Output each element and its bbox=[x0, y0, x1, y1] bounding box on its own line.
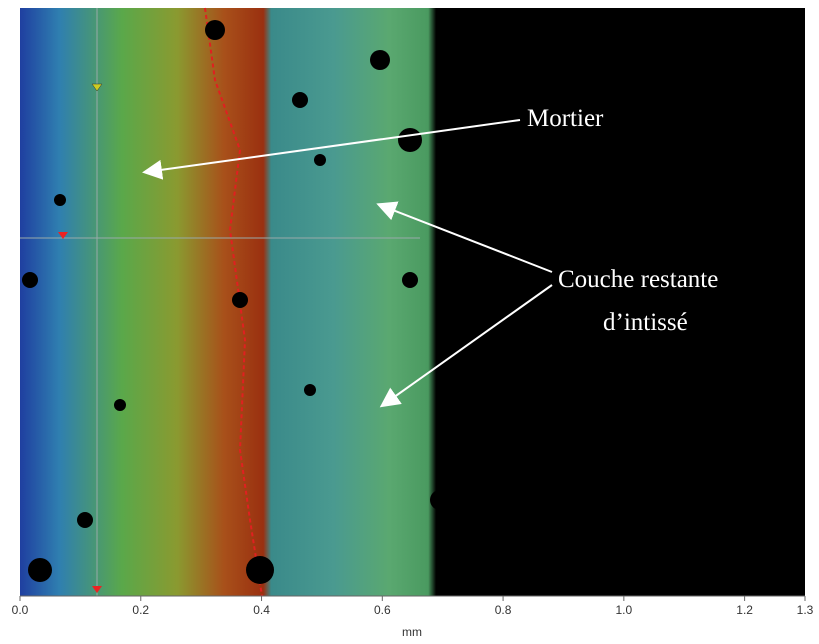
arrows bbox=[142, 119, 553, 408]
x-tick-label: 1.3 bbox=[797, 603, 814, 617]
x-tick-label: 1.0 bbox=[616, 603, 633, 617]
x-tick-label: 1.2 bbox=[736, 603, 753, 617]
annotation: Couche restante bbox=[558, 266, 718, 293]
x-tick-label: 0.2 bbox=[132, 603, 149, 617]
x-tick-label: 0.4 bbox=[253, 603, 270, 617]
x-tick-label: 0.6 bbox=[374, 603, 391, 617]
x-axis-label: mm bbox=[402, 625, 422, 639]
height-map bbox=[20, 7, 805, 597]
annotation: d’intissé bbox=[603, 309, 688, 336]
x-tick-label: 0.0 bbox=[12, 603, 29, 617]
annotation: Mortier bbox=[527, 105, 604, 132]
x-tick-label: 0.8 bbox=[495, 603, 512, 617]
